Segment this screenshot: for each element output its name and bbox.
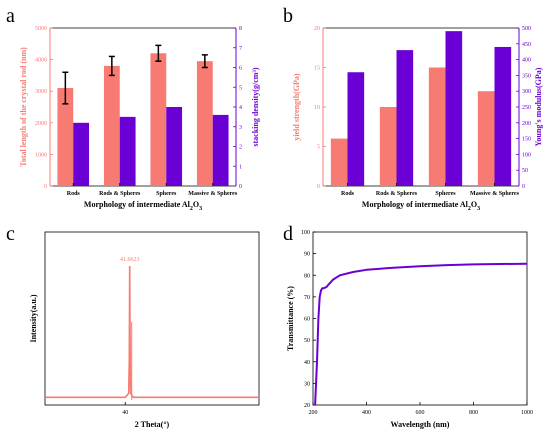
panel-a-right-tick-label: 0 [239, 184, 242, 190]
panel-a-x-tick-label: Spheres [156, 191, 177, 197]
panel-b-x-tick-label: Massive & Spheres [470, 191, 520, 197]
panel-a-left-tick-label: 5000 [35, 26, 47, 32]
panel-b-bar-left [379, 107, 397, 186]
panel-b-right-tick-label: 500 [522, 26, 531, 32]
panel-a-x-tick-label: Massive & Spheres [188, 191, 238, 197]
panel-b-right-tick-label: 350 [522, 73, 531, 79]
panel-c-series-line [45, 265, 259, 399]
panel-b-right-tick-label: 300 [522, 89, 531, 95]
panel-a-x-axis-label: Morphology of intermediate Al2O3 [84, 200, 202, 212]
panel-a-bar-right [73, 122, 90, 186]
panel-b-x-tick-label: Spheres [435, 191, 456, 197]
panel-b-x-tick-label: Rods [341, 191, 355, 197]
panel-b-bar-left [477, 91, 495, 186]
panel-b-bar-left [428, 67, 446, 186]
panel-b-left-tick-label: 15 [314, 66, 320, 72]
panel-a-bar-left [103, 65, 120, 186]
panel-d-chart: 20 30 40 50 60 70 80 90 100 200 400 600 800 1000 Wavel… [286, 230, 533, 429]
panel-a-right-tick-label: 2 [239, 145, 242, 151]
panel-a-right-tick-label: 3 [239, 125, 242, 131]
panel-d-y-tick-label: 40 [304, 360, 310, 366]
panel-b-bar-right [396, 50, 414, 187]
panel-d-x-tick-label: 400 [362, 410, 371, 416]
panel-a-bar-right [119, 116, 136, 186]
panel-c-peak-label: 41.6623 [120, 257, 140, 263]
panel-b-bar-left [330, 138, 348, 186]
panel-b-right-tick-label: 400 [522, 58, 531, 64]
panel-letter-a: a [6, 5, 15, 27]
panel-b-right-tick-label: 450 [522, 42, 531, 48]
panel-b-chart: 05101520050100150200250300350400450500Ro… [292, 26, 543, 212]
panel-d-y-tick-label: 60 [304, 317, 310, 323]
panel-letter-d: d [283, 223, 293, 245]
panel-a-left-tick-label: 1000 [35, 152, 47, 158]
panel-c-frame [44, 231, 260, 406]
panel-a-right-tick-label: 4 [239, 105, 242, 111]
panel-b-left-tick-label: 0 [317, 184, 320, 190]
panel-letter-c: c [6, 223, 15, 245]
panel-d-y-tick-label: 30 [304, 381, 310, 387]
panel-b-right-tick-label: 50 [522, 168, 528, 174]
panel-d-x-tick-label: 800 [469, 410, 478, 416]
panel-b-x-tick-label: Rods & Spheres [376, 191, 418, 197]
panel-b-right-tick-label: 250 [522, 105, 531, 111]
panel-b-bar-right [445, 31, 463, 186]
panel-d-y-tick-label: 90 [304, 252, 310, 258]
panel-b-y-axis-label-right: Young's modulus(GPa) [534, 67, 543, 146]
panel-b-y-axis-label-left: yield strength(GPa) [292, 73, 301, 141]
panel-c-chart: 40 41.6623 2 Theta(°) Intensity(a.u.) [29, 231, 260, 429]
panel-d-x-axis-label: Wavelength (nm) [391, 420, 450, 429]
panel-a-right-tick-label: 6 [239, 66, 242, 72]
panel-a-left-tick-label: 2000 [35, 121, 47, 127]
panel-d-y-axis-label: Transmittance (%) [286, 286, 295, 351]
panel-a-right-tick-label: 7 [239, 46, 242, 52]
panel-c-x-tick-label: 40 [122, 410, 128, 416]
panel-b-bar-right [347, 72, 365, 186]
panel-b-right-tick-label: 0 [522, 184, 525, 190]
panel-d-x-tick-label: 1000 [521, 410, 533, 416]
panel-c-x-axis-label: 2 Theta(°) [135, 420, 170, 429]
panel-d-x-tick-label: 200 [309, 410, 318, 416]
panel-a-y-axis-label-left: Total length of the crystal rod (nm) [19, 47, 28, 167]
panel-b-right-tick-label: 150 [522, 137, 531, 143]
panel-a-right-tick-label: 1 [239, 164, 242, 170]
panel-d-y-tick-label: 80 [304, 273, 310, 279]
panel-a-bar-left [196, 61, 213, 186]
panel-d-series-line [314, 262, 528, 406]
panel-b-right-tick-label: 100 [522, 152, 531, 158]
panel-b-x-axis-label: Morphology of intermediate Al2O3 [362, 200, 480, 212]
panel-b-left-tick-label: 20 [314, 26, 320, 32]
panel-d-x-tick-label: 600 [416, 410, 425, 416]
panel-a-bar-right [166, 107, 183, 186]
panel-d-y-tick-label: 70 [304, 295, 310, 301]
panel-d-y-tick-label: 50 [304, 338, 310, 344]
panel-a-y-axis-label-right: stacking density(g/cm3) [251, 67, 260, 147]
panel-a-bar-left [57, 88, 74, 186]
panel-d-frame [312, 231, 528, 406]
panel-b-left-tick-label: 5 [317, 145, 320, 151]
panel-b-left-tick-label: 10 [314, 105, 320, 111]
panel-a-x-tick-label: Rods [67, 191, 81, 197]
panel-a-left-tick-label: 3000 [35, 89, 47, 95]
panel-d-y-tick-label: 20 [304, 403, 310, 409]
panel-a-x-tick-label: Rods & Spheres [99, 191, 141, 197]
panel-b-right-tick-label: 200 [522, 121, 531, 127]
panel-a-right-tick-label: 8 [239, 26, 242, 32]
panel-b-bar-right [494, 46, 512, 187]
panel-a-bar-right [212, 114, 229, 186]
panel-letter-b: b [283, 5, 293, 27]
panel-a-chart: 0 1000 2000 3000 4000 5000 0 1 2 3 4 5 6 7 8 Rods Rods &… [19, 26, 260, 212]
panel-c-y-axis-label: Intensity(a.u.) [29, 294, 38, 342]
panel-a-left-tick-label: 0 [44, 184, 47, 190]
panel-a-left-tick-label: 4000 [35, 58, 47, 64]
panel-a-bar-left [150, 53, 167, 186]
panel-d-y-tick-label: 100 [301, 230, 310, 236]
panel-a-right-tick-label: 5 [239, 85, 242, 91]
